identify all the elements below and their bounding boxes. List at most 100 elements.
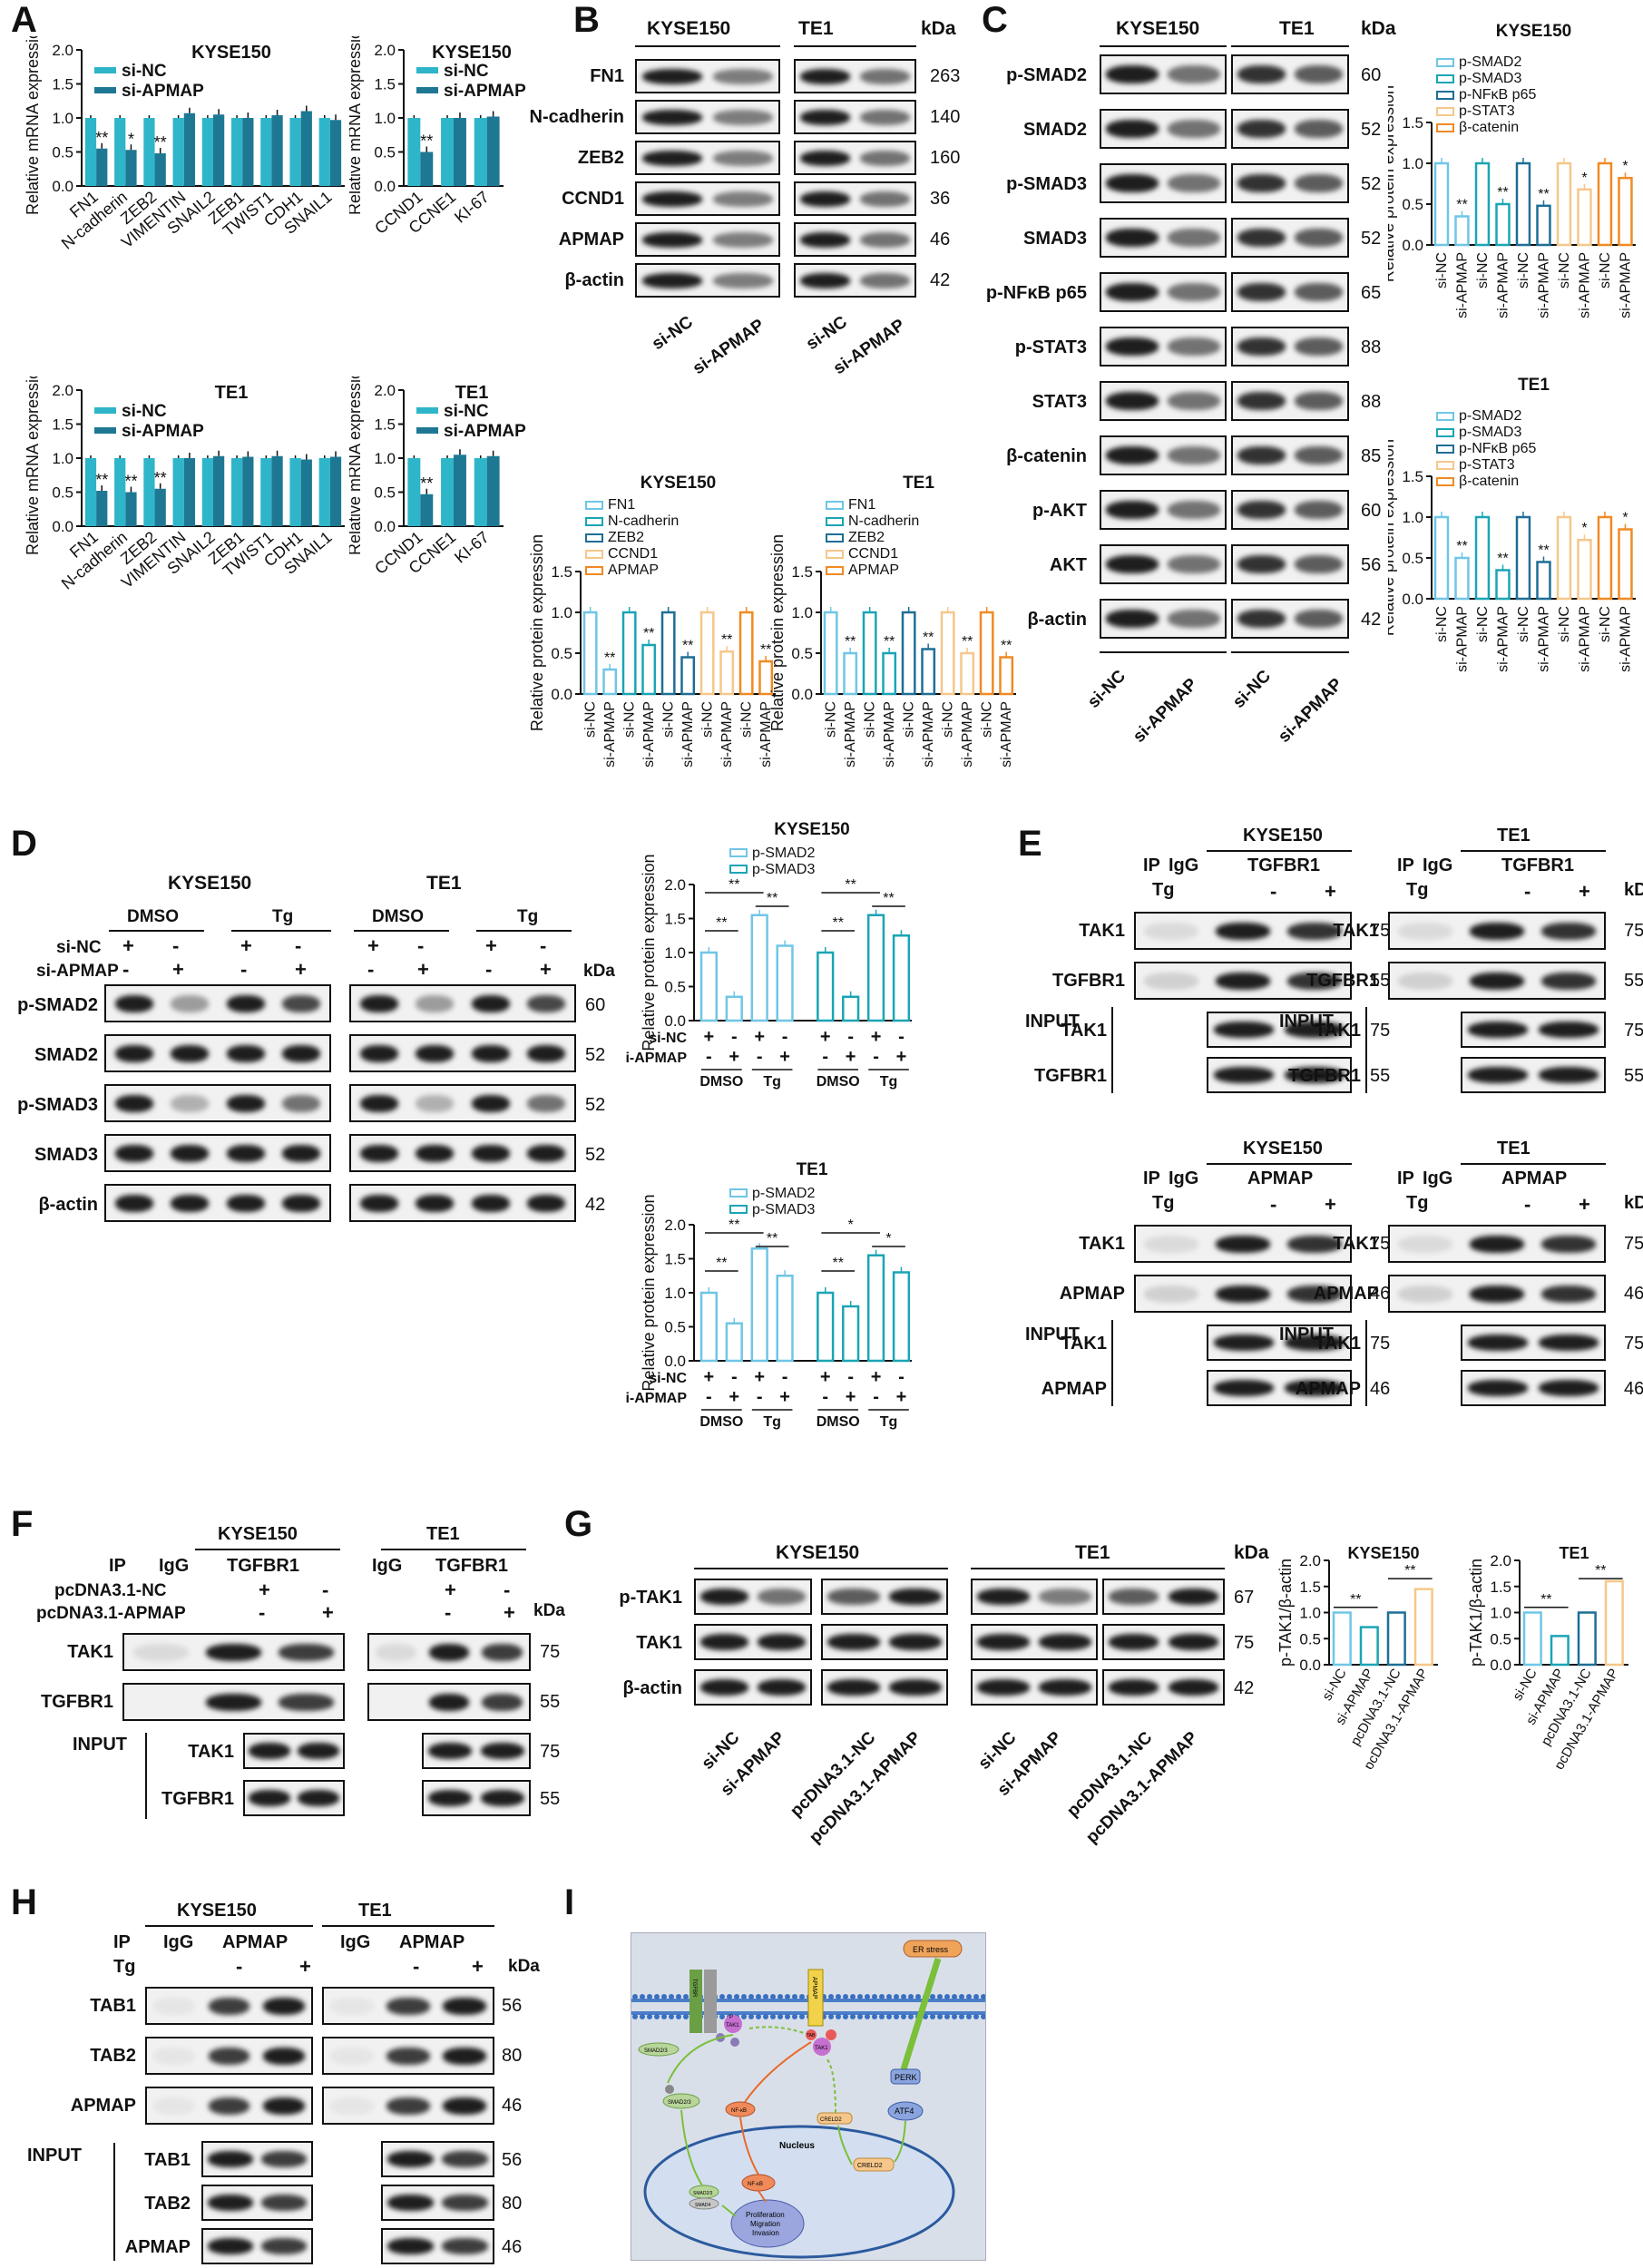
x-tick-label: si-NC	[1557, 252, 1572, 288]
bar	[441, 458, 454, 526]
blot-band	[1216, 922, 1270, 940]
igg-label: IgG	[340, 1932, 371, 1952]
membrane-lipid	[785, 2014, 790, 2019]
legend-label: p-SMAD2	[752, 1186, 815, 1201]
nfkb-icon	[725, 2101, 756, 2117]
bar	[999, 656, 1014, 696]
plus-minus-mark: +	[472, 1955, 484, 1978]
plus-minus-mark: -	[873, 1387, 879, 1407]
bar	[817, 951, 835, 1022]
blot-strip	[1231, 544, 1349, 584]
blot-strip	[1207, 1370, 1352, 1406]
plus-minus-mark: -	[847, 1367, 854, 1387]
panel-label-h: H	[11, 1882, 37, 1922]
plus-minus-mark: +	[322, 1601, 334, 1624]
blot-strip	[1100, 109, 1227, 149]
chart-title: TE1	[215, 383, 249, 403]
blot-kda-value: 80	[502, 2046, 523, 2066]
blot-strip	[1207, 1012, 1352, 1048]
blot-band	[827, 1634, 880, 1650]
blot-band	[1039, 1589, 1091, 1605]
blot-strip	[243, 1733, 345, 1769]
membrane-lipid	[865, 1994, 870, 1999]
blot-band	[226, 1044, 265, 1062]
blot-band	[1295, 283, 1343, 301]
x-tick-label: si-APMAP	[1495, 252, 1511, 318]
plus-minus-mark: +	[729, 1387, 739, 1407]
plus-minus-mark: -	[757, 1047, 763, 1067]
blot-row-label: p-SMAD3	[17, 1095, 98, 1115]
blot-band	[249, 1790, 290, 1806]
x-tick-label: si-NC	[1516, 606, 1531, 642]
significance-mark: **	[1456, 539, 1467, 554]
input-label: INPUT	[1025, 1012, 1080, 1031]
bar	[1413, 1588, 1433, 1667]
significance-mark: **	[716, 915, 727, 931]
legend-label: si-APMAP	[122, 82, 204, 101]
bar	[1495, 569, 1511, 601]
legend-swatch	[94, 67, 116, 73]
blot-row-label: TAB2	[144, 2194, 191, 2214]
plus-minus-mark: -	[413, 1955, 420, 1978]
y-tick-label: 1.5	[1402, 468, 1423, 485]
blot-band	[642, 109, 702, 125]
legend-swatch	[585, 501, 603, 510]
significance-mark: *	[848, 1217, 854, 1233]
blot-kda-value: 42	[1361, 610, 1382, 630]
blot-strip	[1207, 1325, 1352, 1361]
blot-strip	[1231, 435, 1349, 475]
bar	[1454, 556, 1470, 601]
blot-c-header-kyse150: KYSE150	[1116, 18, 1200, 39]
bar	[921, 648, 936, 696]
blot-strip	[1388, 1275, 1606, 1313]
blot-kda-value: 88	[1361, 392, 1382, 412]
blot-strip	[243, 1780, 345, 1816]
blot-kda-value: 46	[502, 2096, 523, 2116]
blot-band	[1286, 922, 1342, 940]
input-bracket	[113, 2143, 115, 2261]
x-tick-label: si-APMAP	[1495, 606, 1511, 672]
blot-band	[1468, 1067, 1528, 1083]
legend-swatch	[585, 517, 603, 526]
blot-band	[859, 150, 910, 166]
legend-label: FN1	[848, 497, 875, 513]
bar	[1577, 1611, 1597, 1667]
blot-kda-value: 55	[1370, 1066, 1391, 1086]
bar	[680, 656, 696, 696]
plus-minus-mark: -	[236, 1955, 243, 1978]
blot-kda-value: 75	[540, 1642, 561, 1662]
blot-band	[1237, 65, 1286, 83]
blot-band	[442, 2151, 489, 2167]
blot-band	[1295, 120, 1343, 138]
y-tick-label: 1.5	[374, 76, 396, 93]
blot-band	[442, 2195, 489, 2211]
smad-label: SMAD2/3	[668, 2100, 691, 2106]
chart-g-te1: TE10.00.51.01.52.0p-TAK1/β-actinsi-NCsi-…	[1467, 1544, 1628, 1769]
blot-band	[889, 1679, 942, 1696]
outcome-bubble	[730, 2199, 805, 2248]
significance-mark: **	[643, 626, 654, 641]
blot-band	[480, 1743, 525, 1759]
bar	[1577, 188, 1592, 247]
legend-label: p-NFκB p65	[1459, 87, 1536, 103]
blot-band	[1168, 337, 1220, 356]
igg-label: IgG	[163, 1932, 194, 1952]
y-tick-label: 1.0	[1402, 155, 1423, 172]
blot-kda-value: 52	[585, 1095, 606, 1115]
bar	[289, 118, 301, 186]
blot-band	[208, 1997, 250, 2015]
blot-b-lane-label: si-NC	[803, 312, 851, 355]
perk-label: PERK	[895, 2073, 917, 2082]
plus-minus-mark: -	[295, 934, 302, 957]
blot-kda-value: 55	[1624, 971, 1643, 991]
plus-minus-mark: +	[779, 1047, 790, 1067]
blot-band	[1237, 446, 1286, 464]
condition-label: Tg	[763, 1074, 781, 1090]
y-axis-label: Relative mRNA expression	[24, 36, 42, 215]
blot-band	[207, 2238, 253, 2254]
y-tick-label: 0.0	[1402, 237, 1423, 254]
membrane-lipid	[952, 2014, 957, 2019]
bar	[1577, 538, 1592, 601]
input-label: INPUT	[1279, 1012, 1334, 1031]
